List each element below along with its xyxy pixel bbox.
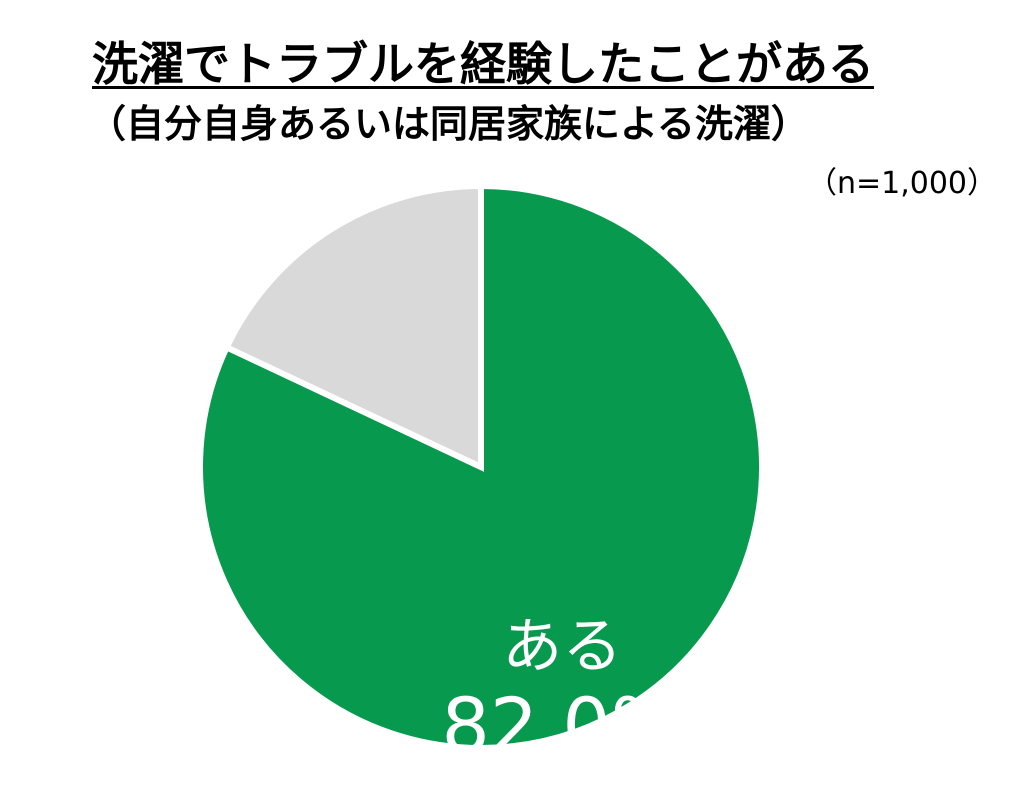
- pie-slice-0: [197, 182, 765, 751]
- sample-size-label: （n=1,000）: [806, 166, 997, 201]
- chart-title: 洗濯でトラブルを経験したことがある: [92, 37, 874, 91]
- slice-label-0: ある: [502, 612, 622, 682]
- slice-value-label-0: 82.0%: [441, 681, 682, 770]
- pie-slice-1: [222, 182, 484, 472]
- chart-subtitle: （自分自身あるいは同居家族による洗濯）: [88, 102, 809, 146]
